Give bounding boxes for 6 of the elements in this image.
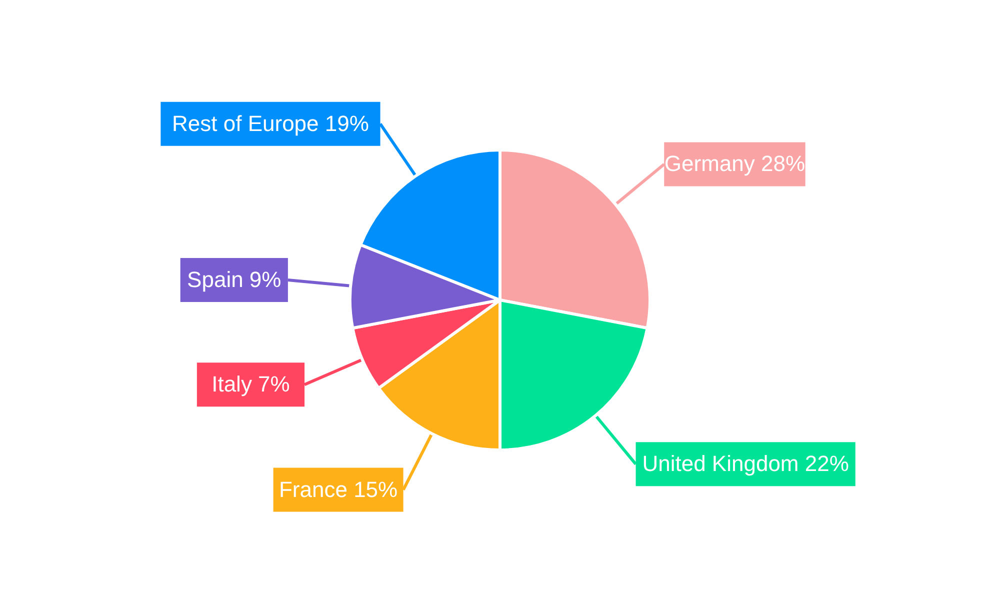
- slice-label: Rest of Europe 19%: [172, 110, 369, 136]
- slice-label: Germany 28%: [664, 151, 806, 176]
- slice-label: France 15%: [278, 476, 398, 502]
- slice-label: United Kingdom 22%: [642, 451, 849, 476]
- slice-label: Italy 7%: [212, 372, 290, 397]
- slice-label: Spain 9%: [187, 266, 282, 292]
